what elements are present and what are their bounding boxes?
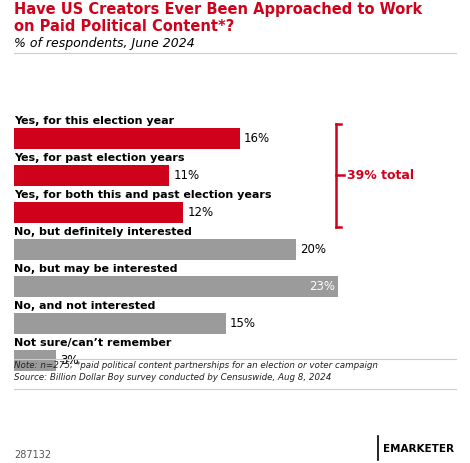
Text: Note: n=275; *paid political content partnerships for an election or voter campa: Note: n=275; *paid political content par… (14, 361, 378, 370)
Text: No, and not interested: No, and not interested (14, 301, 156, 311)
Text: on Paid Political Content*?: on Paid Political Content*? (14, 19, 235, 33)
Text: Not sure/can’t remember: Not sure/can’t remember (14, 338, 172, 348)
Text: Yes, for this election year: Yes, for this election year (14, 116, 174, 125)
Text: EM: EM (345, 441, 367, 455)
Bar (14, 350, 56, 371)
Text: 287132: 287132 (14, 450, 51, 460)
Bar (14, 128, 240, 149)
Text: % of respondents, June 2024: % of respondents, June 2024 (14, 37, 195, 50)
Text: EMARKETER: EMARKETER (383, 444, 454, 454)
Text: 11%: 11% (173, 169, 200, 182)
Text: 39% total: 39% total (347, 169, 414, 182)
Text: 20%: 20% (300, 243, 326, 256)
Text: Have US Creators Ever Been Approached to Work: Have US Creators Ever Been Approached to… (14, 2, 423, 17)
Text: No, but definitely interested: No, but definitely interested (14, 227, 192, 237)
Text: Source: Billion Dollar Boy survey conducted by Censuswide, Aug 8, 2024: Source: Billion Dollar Boy survey conduc… (14, 373, 331, 382)
Bar (14, 276, 338, 297)
Text: Yes, for both this and past election years: Yes, for both this and past election yea… (14, 190, 272, 200)
Text: 23%: 23% (310, 280, 336, 293)
Text: No, but may be interested: No, but may be interested (14, 264, 178, 274)
Text: 12%: 12% (188, 206, 214, 219)
Bar (14, 313, 226, 334)
Text: Yes, for past election years: Yes, for past election years (14, 153, 185, 163)
Bar (14, 202, 183, 223)
Text: 15%: 15% (230, 317, 256, 330)
Text: 16%: 16% (244, 132, 270, 145)
Bar (14, 165, 169, 186)
Text: 3%: 3% (61, 354, 79, 367)
Bar (14, 239, 296, 260)
